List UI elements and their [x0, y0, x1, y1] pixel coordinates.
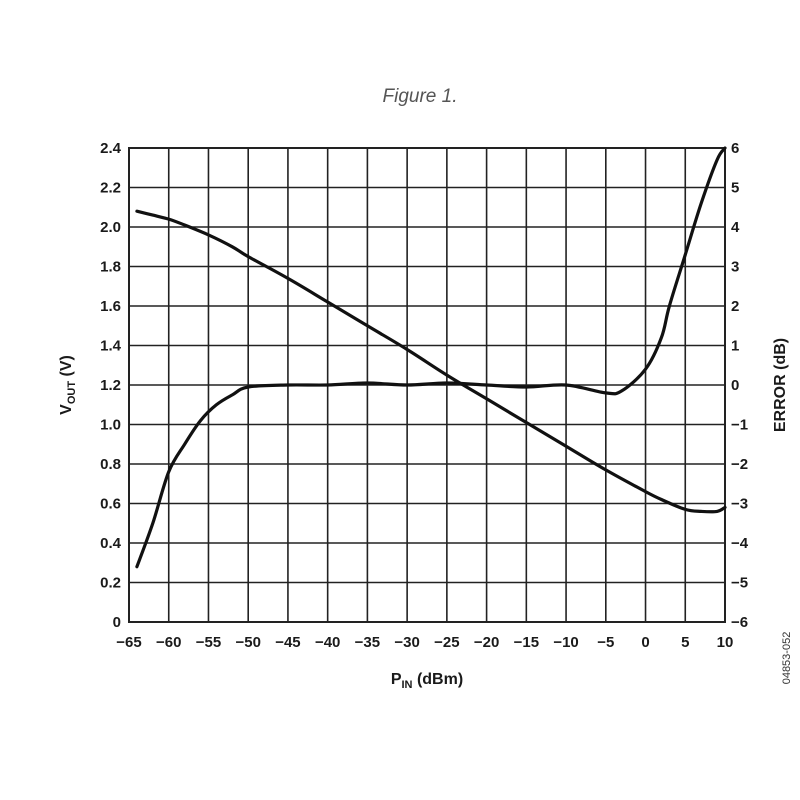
- y-right-tick-label: 5: [731, 180, 739, 197]
- y-right-tick-label: 0: [731, 377, 739, 394]
- x-tick-label: −10: [553, 634, 578, 651]
- y-right-tick-label: −5: [731, 575, 748, 592]
- y-left-tick-label: 1.4: [100, 338, 122, 355]
- x-tick-label: −30: [394, 634, 419, 651]
- y-right-tick-label: 6: [731, 140, 739, 157]
- x-tick-label: −25: [434, 634, 459, 651]
- y-right-tick-label: −2: [731, 456, 748, 473]
- x-tick-label: −55: [196, 634, 221, 651]
- x-tick-label: −45: [275, 634, 300, 651]
- y-left-tick-label: 0.8: [100, 456, 121, 473]
- data-curves: [135, 146, 727, 569]
- x-tick-label: −40: [315, 634, 340, 651]
- x-tick-label: −35: [355, 634, 380, 651]
- y-right-tick-label: −1: [731, 417, 748, 434]
- y-left-tick-labels: 0 0.2 0.4 0.6 0.8 1.0 1.2 1.4 1.6 1.8 2.0 2.2 2.4: [100, 140, 122, 631]
- y-right-tick-label: −3: [731, 496, 748, 513]
- y-right-tick-label: −4: [731, 535, 749, 552]
- x-tick-labels: −65 −60 −55 −50 −45 −40 −35 −30 −25 −20 −15 −10 −5 0 5…: [116, 634, 733, 651]
- y-right-axis-label: ERROR (dB): [772, 338, 789, 432]
- x-tick-label: −15: [514, 634, 539, 651]
- y-left-tick-label: 0.6: [100, 496, 121, 513]
- figure-caption: Figure 1.: [383, 86, 458, 107]
- y-right-tick-label: 2: [731, 298, 739, 315]
- x-tick-label: −60: [156, 634, 181, 651]
- y-left-tick-label: 2.0: [100, 219, 121, 236]
- vout-curve: [135, 209, 727, 514]
- y-left-tick-label: 0.4: [100, 535, 122, 552]
- plot-frame: [128, 147, 726, 623]
- figure-id: 04853-052: [781, 632, 793, 685]
- y-left-tick-label: 0: [113, 614, 121, 631]
- y-right-tick-label: 4: [731, 219, 740, 236]
- x-tick-label: 10: [717, 634, 734, 651]
- x-axis-label: PIN (dBm): [391, 671, 463, 691]
- x-tick-label: −20: [474, 634, 499, 651]
- y-left-tick-label: 1.0: [100, 417, 121, 434]
- y-left-tick-label: 1.8: [100, 259, 121, 276]
- x-tick-label: −5: [597, 634, 614, 651]
- y-right-tick-label: −6: [731, 614, 748, 631]
- y-left-tick-label: 1.2: [100, 377, 121, 394]
- y-left-tick-label: 2.2: [100, 180, 121, 197]
- x-tick-label: −50: [235, 634, 260, 651]
- y-right-tick-label: 3: [731, 259, 739, 276]
- y-right-tick-labels: −6 −5 −4 −3 −2 −1 0 1 2 3 4 5 6: [731, 140, 749, 631]
- y-left-tick-label: 2.4: [100, 140, 122, 157]
- error-curve: [135, 146, 727, 569]
- y-left-tick-label: 0.2: [100, 575, 121, 592]
- y-right-tick-label: 1: [731, 338, 739, 355]
- x-tick-label: −65: [116, 634, 141, 651]
- y-left-axis-label: VOUT (V): [58, 355, 78, 415]
- x-tick-label: 0: [641, 634, 649, 651]
- grid: [129, 148, 725, 622]
- x-tick-label: 5: [681, 634, 689, 651]
- y-left-tick-label: 1.6: [100, 298, 121, 315]
